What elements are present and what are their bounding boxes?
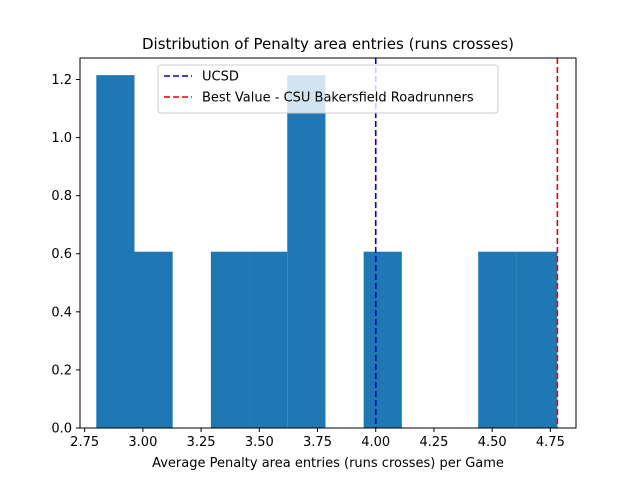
legend-label-best-value: Best Value - CSU Bakersfield Roadrunners — [202, 91, 474, 106]
plot-frame — [79, 57, 577, 429]
legend-box — [157, 64, 499, 114]
y-tick-label: 0.6 — [51, 247, 72, 262]
y-tick-label: 1.2 — [51, 73, 72, 88]
x-tick-label: 3.75 — [303, 435, 332, 450]
x-tick-label: 3.50 — [245, 435, 274, 450]
x-tick-label: 3.25 — [187, 435, 216, 450]
histogram-bar-1 — [96, 75, 135, 428]
y-tick-label: 0.2 — [51, 363, 72, 378]
x-axis-ticks: 2.75 3.00 3.25 3.50 3.75 4.00 4.25 4.50 4.75 — [70, 428, 565, 450]
histogram-bar-12 — [516, 251, 558, 428]
x-tick-label: 4.75 — [536, 435, 565, 450]
reference-lines-group — [374, 58, 559, 428]
x-tick-label: 2.75 — [70, 435, 99, 450]
x-tick-label: 4.50 — [478, 435, 507, 450]
x-tick-label: 4.25 — [419, 435, 448, 450]
y-tick-label: 0.0 — [51, 422, 72, 437]
histogram-bar-5 — [249, 251, 288, 428]
chart-title: Distribution of Penalty area entries (ru… — [142, 35, 514, 53]
y-tick-label: 0.4 — [51, 305, 72, 320]
y-tick-label: 0.8 — [51, 189, 72, 204]
histogram-bar-4 — [210, 251, 250, 428]
x-tick-label: 3.00 — [128, 435, 157, 450]
histogram-bar-11 — [478, 251, 517, 428]
legend-label-ucsd: UCSD — [202, 70, 239, 85]
histogram-bar-2 — [134, 251, 173, 428]
y-axis-ticks: 0.0 0.2 0.4 0.6 0.8 1.0 1.2 — [51, 73, 80, 437]
x-axis-label: Average Penalty area entries (runs cross… — [152, 456, 504, 471]
legend: UCSD Best Value - CSU Bakersfield Roadrun… — [157, 64, 499, 114]
x-tick-label: 4.00 — [361, 435, 390, 450]
y-tick-label: 1.0 — [51, 131, 72, 146]
histogram-bar-6 — [287, 75, 326, 428]
histogram-bar-8 — [363, 251, 402, 428]
bars-group — [96, 75, 558, 428]
